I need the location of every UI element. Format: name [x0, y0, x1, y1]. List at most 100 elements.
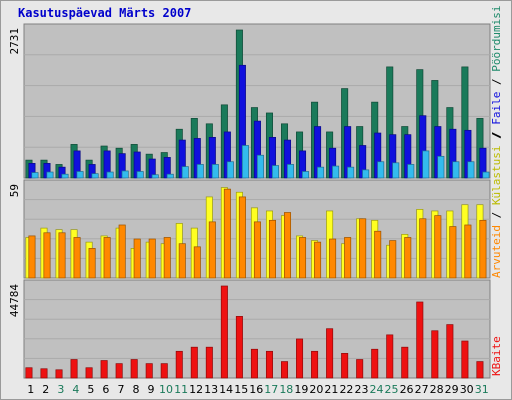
bar-kbaite-28: [431, 330, 439, 379]
x-tick-11: 11: [174, 383, 188, 396]
bar-pöördumisi-23: [362, 169, 370, 179]
bar-pöördumisi-4: [76, 171, 84, 179]
bar-pöördumisi-9: [151, 174, 159, 179]
x-tick-8: 8: [132, 383, 139, 396]
bar-kbaite-27: [416, 301, 424, 379]
bar-pöördumisi-19: [302, 171, 310, 179]
bar-kbaite-24: [371, 348, 379, 379]
bar-arvuteid-22: [344, 237, 352, 279]
bar-kbaite-30: [461, 340, 469, 379]
x-tick-31: 31: [475, 383, 489, 396]
bar-kbaite-23: [356, 359, 364, 379]
x-tick-1: 1: [27, 383, 34, 396]
bar-arvuteid-3: [58, 232, 66, 279]
bar-arvuteid-30: [464, 224, 472, 279]
x-tick-22: 22: [339, 383, 353, 396]
bar-pöördumisi-18: [287, 164, 295, 179]
x-tick-30: 30: [460, 383, 474, 396]
bar-pöördumisi-24: [377, 161, 385, 179]
x-tick-4: 4: [72, 383, 79, 396]
bar-kbaite-20: [311, 350, 319, 379]
bar-pöördumisi-5: [91, 173, 99, 179]
x-tick-15: 15: [234, 383, 248, 396]
bar-kbaite-21: [326, 328, 334, 379]
bar-arvuteid-11: [178, 243, 186, 279]
bar-kbaite-15: [235, 316, 243, 379]
bar-kbaite-25: [386, 334, 394, 379]
bar-pöördumisi-30: [467, 161, 475, 179]
bar-arvuteid-10: [163, 237, 171, 279]
x-tick-5: 5: [87, 383, 94, 396]
bar-arvuteid-1: [28, 235, 36, 279]
bar-arvuteid-25: [389, 240, 397, 279]
bar-kbaite-3: [55, 369, 63, 379]
bar-pöördumisi-22: [347, 166, 355, 179]
x-tick-23: 23: [354, 383, 368, 396]
bar-kbaite-19: [296, 338, 304, 379]
x-tick-19: 19: [294, 383, 308, 396]
x-tick-7: 7: [117, 383, 124, 396]
panel-3-legend: KBaite: [490, 336, 503, 376]
x-tick-3: 3: [57, 383, 64, 396]
bar-arvuteid-24: [374, 230, 382, 279]
bar-arvuteid-26: [404, 237, 412, 279]
x-tick-24: 24: [370, 383, 384, 396]
x-tick-10: 10: [159, 383, 173, 396]
bar-pöördumisi-12: [196, 164, 204, 179]
bar-arvuteid-9: [148, 238, 156, 279]
x-tick-21: 21: [324, 383, 338, 396]
x-tick-16: 16: [249, 383, 263, 396]
bar-arvuteid-2: [43, 232, 51, 279]
bar-pöördumisi-14: [226, 161, 234, 179]
bar-pöördumisi-28: [437, 155, 445, 179]
bar-arvuteid-19: [299, 237, 307, 279]
bar-pöördumisi-8: [136, 171, 144, 179]
bar-arvuteid-28: [434, 215, 442, 279]
bar-kbaite-5: [85, 367, 93, 379]
x-tick-28: 28: [430, 383, 444, 396]
bar-kbaite-10: [160, 363, 168, 379]
bar-kbaite-29: [446, 324, 454, 379]
bar-arvuteid-27: [419, 218, 427, 279]
bar-arvuteid-5: [88, 248, 96, 279]
panel-2-max-label: 59: [8, 184, 21, 197]
bar-kbaite-7: [115, 363, 123, 379]
bar-arvuteid-8: [133, 238, 141, 279]
bar-kbaite-31: [476, 361, 484, 379]
x-tick-17: 17: [264, 383, 278, 396]
bar-arvuteid-29: [449, 226, 457, 279]
bar-pöördumisi-31: [482, 171, 490, 179]
x-tick-25: 25: [385, 383, 399, 396]
bar-pöördumisi-2: [46, 171, 54, 179]
panel-1-legend: / Faile / Pöördumisi: [490, 6, 503, 138]
bar-arvuteid-6: [103, 237, 111, 279]
bar-pöördumisi-15: [241, 145, 249, 179]
bar-arvuteid-31: [479, 219, 487, 279]
bar-kbaite-14: [220, 285, 228, 379]
bar-kbaite-9: [145, 363, 153, 379]
bar-kbaite-2: [40, 368, 48, 379]
bar-kbaite-4: [70, 359, 78, 379]
x-tick-26: 26: [400, 383, 414, 396]
bar-kbaite-12: [190, 346, 198, 379]
bar-arvuteid-12: [193, 246, 201, 279]
bar-pöördumisi-7: [121, 170, 129, 179]
bar-kbaite-26: [401, 346, 409, 379]
bar-arvuteid-23: [359, 218, 367, 279]
bar-arvuteid-4: [73, 237, 81, 279]
panel-2-legend: Arvuteid / Külastusi /: [490, 132, 503, 278]
bar-arvuteid-16: [253, 221, 261, 279]
panel-3-max-label: 44784: [8, 284, 21, 317]
bar-kbaite-11: [175, 350, 183, 379]
panel-1-max-label: 2731: [8, 28, 21, 55]
x-tick-27: 27: [415, 383, 429, 396]
bar-kbaite-16: [250, 348, 258, 379]
bar-pöördumisi-16: [256, 154, 264, 179]
bar-kbaite-8: [130, 359, 138, 379]
bar-arvuteid-21: [329, 238, 337, 279]
x-tick-6: 6: [102, 383, 109, 396]
bar-arvuteid-13: [208, 221, 216, 279]
x-tick-20: 20: [309, 383, 323, 396]
bar-kbaite-22: [341, 352, 349, 379]
